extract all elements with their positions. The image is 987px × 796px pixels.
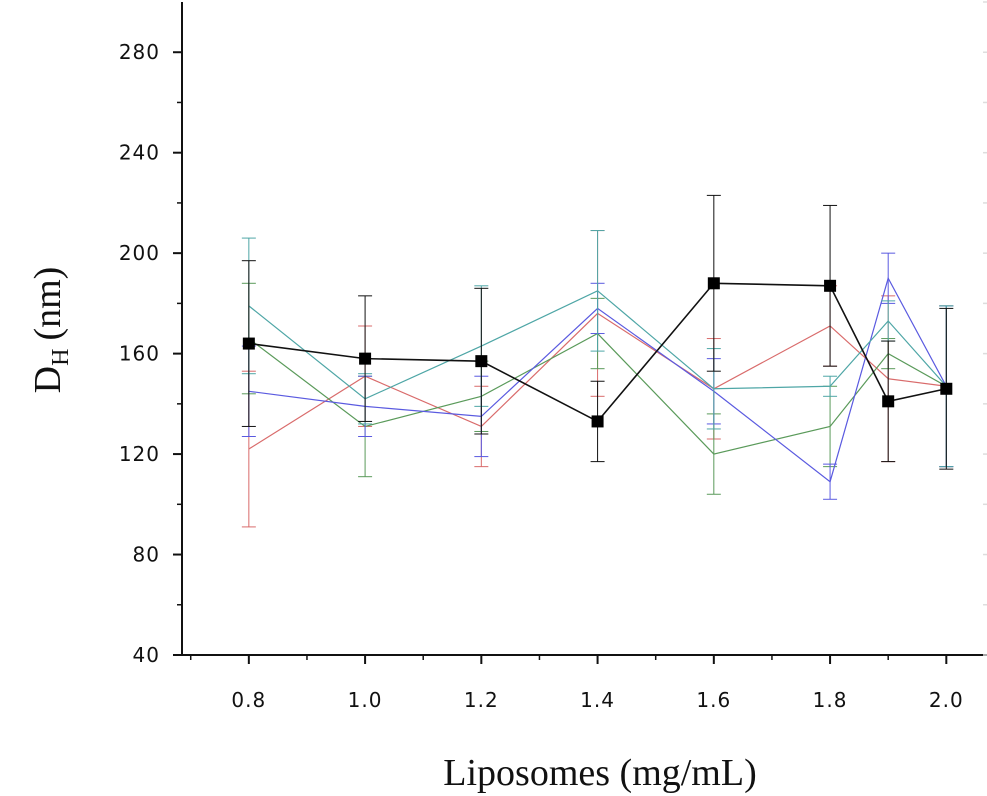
y-tick-label: 160 bbox=[119, 342, 160, 366]
y-tick-label: 280 bbox=[119, 40, 160, 64]
y-tick-label: 240 bbox=[119, 141, 160, 165]
data-point bbox=[940, 382, 953, 395]
y-axis-title-main: D bbox=[27, 366, 69, 393]
data-point bbox=[359, 352, 372, 365]
y-tick-label: 40 bbox=[133, 643, 160, 667]
x-axis-title: Liposomes (mg/mL) bbox=[443, 752, 756, 794]
data-point bbox=[882, 395, 895, 408]
x-tick-label: 1.0 bbox=[348, 688, 383, 712]
axes bbox=[181, 2, 987, 656]
series-line bbox=[248, 290, 947, 400]
data-point bbox=[707, 277, 720, 290]
x-tick-label: 1.6 bbox=[696, 688, 731, 712]
x-tick-label: 1.2 bbox=[464, 688, 499, 712]
x-tick-label: 1.4 bbox=[580, 688, 615, 712]
y-tick-label: 120 bbox=[119, 442, 160, 466]
data-point bbox=[242, 337, 255, 350]
x-tick-label: 0.8 bbox=[231, 688, 266, 712]
series-5 bbox=[241, 194, 954, 470]
data-point bbox=[475, 355, 488, 368]
y-axis-title-subscript: H bbox=[48, 349, 74, 366]
series-line bbox=[248, 332, 947, 455]
series-line bbox=[248, 276, 947, 483]
y-tick-label: 80 bbox=[133, 543, 160, 567]
y-tick-label: 200 bbox=[119, 241, 160, 265]
x-tick-label: 1.8 bbox=[813, 688, 848, 712]
series-line bbox=[248, 282, 947, 423]
x-tick-label: 2.0 bbox=[929, 688, 964, 712]
y-axis-title: DH (nm) bbox=[27, 267, 74, 394]
y-axis-title-unit: (nm) bbox=[27, 267, 69, 341]
data-point bbox=[591, 415, 604, 428]
series-layer bbox=[241, 194, 954, 528]
data-point bbox=[824, 279, 837, 292]
ticks: 40 80 120 160 200 240 280 0.8 1.0 1.2 1.4 1.6 1.8 2.0 bbox=[119, 1, 987, 712]
series-line bbox=[248, 312, 947, 450]
